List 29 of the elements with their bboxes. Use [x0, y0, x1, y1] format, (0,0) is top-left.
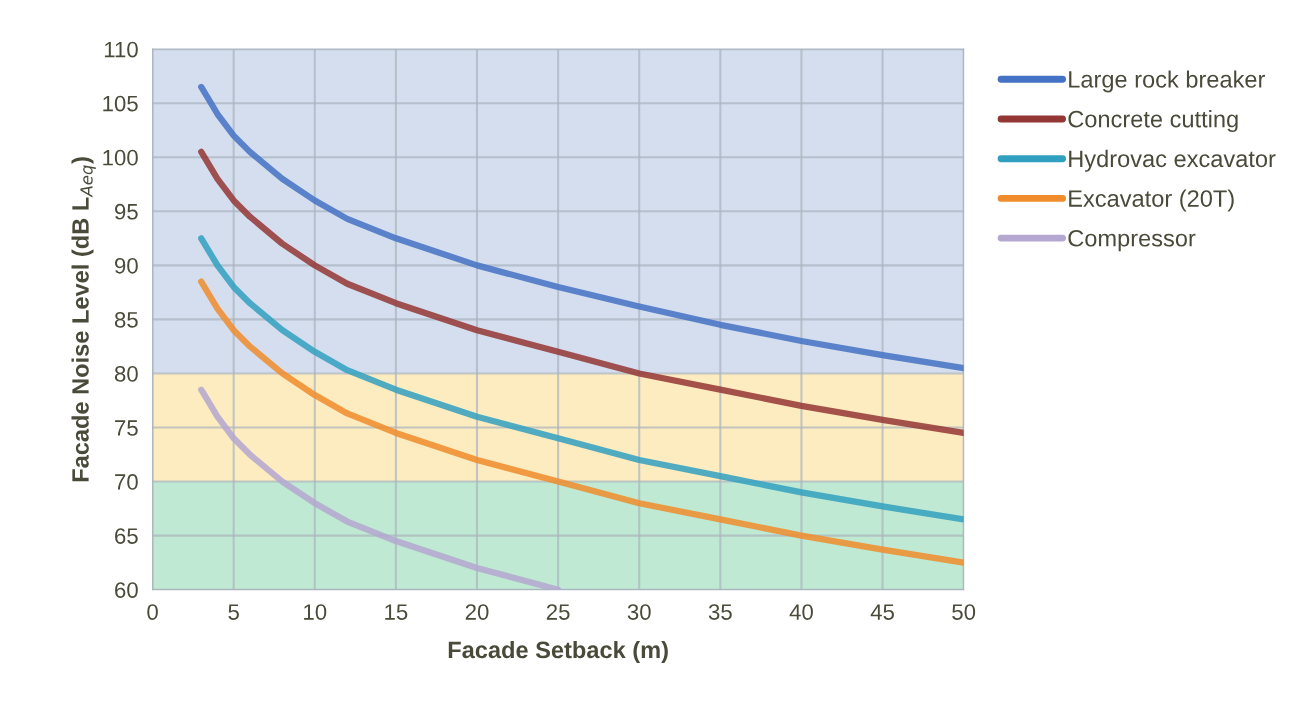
y-tick-label: 85 [114, 311, 138, 328]
y-tick-label: 100 [103, 149, 138, 166]
y-tick-label: 105 [103, 95, 138, 112]
legend-label: Concrete cutting [1068, 110, 1238, 133]
x-tick-label: 45 [870, 604, 894, 620]
y-tick-label: 110 [104, 41, 138, 58]
x-axis-title: Facade Setback (m) [448, 640, 668, 663]
x-tick-label: 50 [952, 604, 976, 620]
y-tick-label: 80 [114, 366, 138, 382]
x-tick-label: 25 [546, 604, 570, 620]
x-tick-label: 30 [627, 604, 651, 620]
y-tick-label: 70 [115, 474, 138, 490]
legend-label: Hydrovac excavator [1069, 149, 1276, 172]
x-tick-label: 20 [465, 604, 489, 620]
x-tick-label: 10 [304, 604, 327, 620]
x-tick-label: 35 [708, 604, 732, 620]
y-tick-label: 60 [115, 582, 138, 598]
legend-label: Excavator (20T) [1069, 189, 1234, 212]
x-tick-label: 0 [147, 604, 158, 620]
y-tick-label: 75 [115, 420, 138, 436]
legend-label: Large rock breaker [1069, 70, 1266, 93]
y-tick-label: 95 [115, 203, 138, 220]
y-tick-label: 90 [115, 257, 138, 274]
x-tick-label: 5 [228, 604, 239, 620]
x-tick-label: 15 [385, 604, 408, 620]
y-axis-title: Facade Noise Level (dB L$_{Aeq}$) [71, 157, 96, 482]
x-tick-label: 40 [789, 604, 813, 620]
legend-label: Compressor [1068, 229, 1196, 252]
y-tick-label: 65 [115, 528, 138, 544]
